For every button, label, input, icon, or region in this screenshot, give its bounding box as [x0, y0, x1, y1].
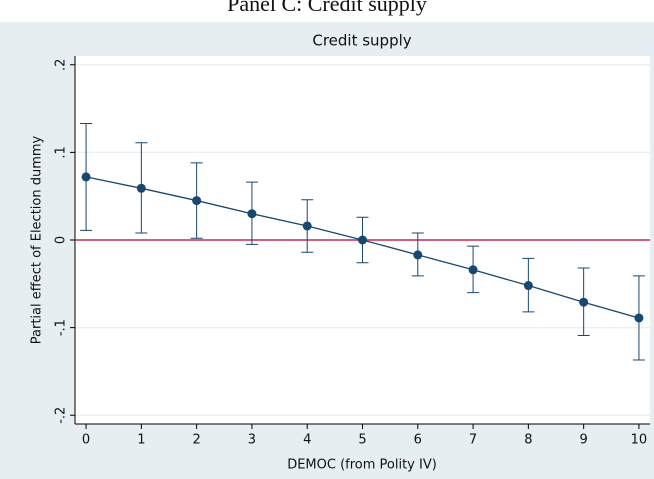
- panel-title: Panel C: Credit supply: [227, 0, 427, 16]
- y-tick-label: .2: [54, 59, 69, 71]
- point: [413, 250, 423, 260]
- point: [468, 265, 478, 275]
- x-axis-label: DEMOC (from Polity IV): [287, 458, 437, 473]
- x-tick-label: 7: [469, 433, 477, 448]
- point: [302, 221, 312, 231]
- chart-title: Credit supply: [312, 32, 411, 50]
- point: [523, 281, 533, 291]
- point: [192, 196, 202, 206]
- y-tick-label: -.2: [54, 407, 69, 424]
- y-tick-label: 0: [54, 236, 69, 244]
- x-tick-label: 0: [82, 433, 90, 448]
- point: [579, 297, 589, 307]
- x-tick-label: 10: [631, 433, 648, 448]
- x-tick-label: 8: [524, 433, 532, 448]
- x-tick-label: 4: [303, 433, 311, 448]
- x-tick-label: 5: [358, 433, 366, 448]
- x-tick-label: 2: [192, 433, 200, 448]
- x-tick-label: 9: [580, 433, 588, 448]
- point: [136, 183, 146, 193]
- y-tick-label: .1: [54, 146, 69, 158]
- x-tick-label: 6: [414, 433, 422, 448]
- point: [81, 172, 91, 182]
- x-tick-label: 3: [248, 433, 256, 448]
- y-tick-label: -.1: [54, 319, 69, 336]
- point: [358, 235, 367, 245]
- point: [247, 209, 257, 219]
- x-tick-label: 1: [137, 433, 145, 448]
- y-axis-label: Partial effect of Election dummy: [30, 135, 45, 344]
- point: [634, 313, 644, 323]
